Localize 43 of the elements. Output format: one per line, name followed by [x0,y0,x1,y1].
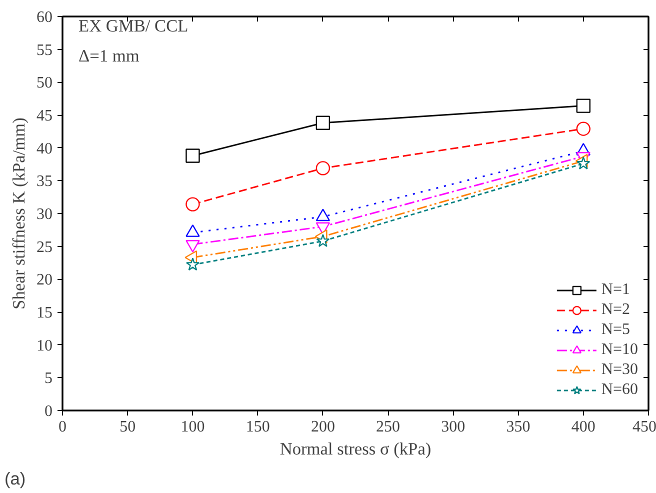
legend-label: N=2 [601,301,630,319]
annotation: EX GMB/ CCL [78,16,188,36]
y-tick-label: 5 [44,370,52,388]
y-tick-label: 60 [36,9,52,26]
y-tick-label: 35 [36,173,52,190]
point [316,161,330,176]
point [186,148,200,163]
legend-label: N=10 [601,341,638,359]
y-axis-title: Shear stiffness K (kPa/mm) [10,117,28,310]
point [186,258,200,271]
y-tick-label: 20 [36,272,52,289]
x-tick-label: 450 [632,418,656,436]
y-tick-label: 45 [36,108,52,124]
x-tick-label: 150 [246,418,270,436]
legend-label: N=5 [601,321,630,339]
point [316,234,330,247]
y-tick-label: 0 [44,403,52,420]
x-tick-label: 350 [506,418,530,436]
legend-label: N=1 [601,281,630,299]
text: (a) [4,468,26,488]
x-tick-label: 250 [376,418,400,436]
x-tick-label: 300 [441,418,466,436]
y-tick-label: 50 [36,74,52,92]
y-tick-label: 55 [36,42,52,59]
point [576,122,590,136]
x-tick-label: 50 [120,418,136,436]
y-tick-label: 25 [36,238,52,256]
x-tick-label: 100 [180,418,205,436]
legend-label: N=30 [601,361,638,379]
x-tick-label: 200 [310,418,335,436]
y-tick-label: 40 [36,140,52,158]
annotation: Δ=1 mm [78,46,140,66]
legend-label: N=60 [601,381,638,399]
y-tick-label: 30 [36,206,52,223]
point [186,197,200,212]
y-tick-label: 15 [36,304,52,322]
x-tick-label: 400 [571,418,596,436]
x-axis-title: Normal stress σ (kPa) [280,440,432,458]
x-tick-label: 0 [58,418,66,436]
point [576,156,590,170]
point [316,116,330,130]
y-tick-label: 10 [36,337,52,354]
point [576,98,590,113]
